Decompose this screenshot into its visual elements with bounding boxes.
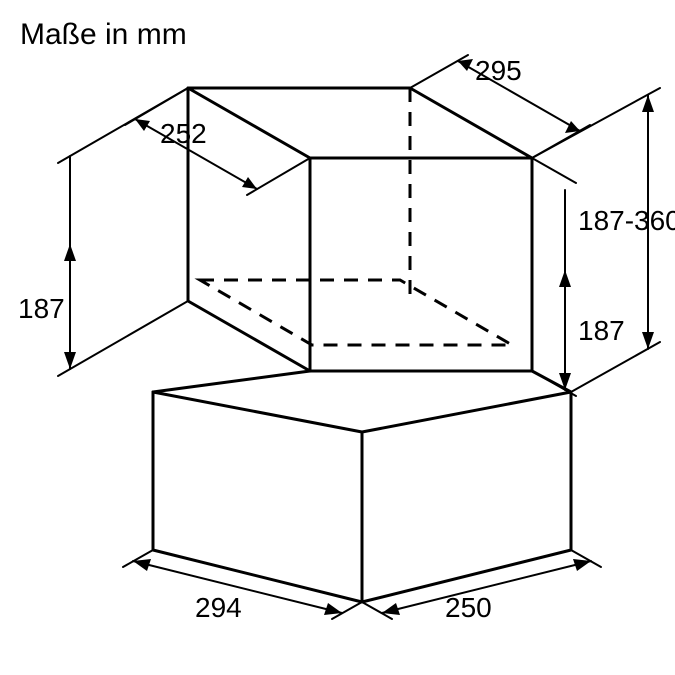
dim-inner-right-label: 187 (578, 315, 625, 346)
page-title: Maße in mm (20, 18, 187, 51)
dim-bottom-width-label: 250 (445, 592, 492, 623)
base-top-front-right (362, 392, 571, 432)
base-left-face (153, 392, 362, 602)
base-right-face (362, 392, 571, 602)
dim-top-width: 295 (410, 55, 590, 158)
dim-top-width-label: 295 (475, 55, 522, 86)
dim-bottom-width: 250 (362, 550, 601, 623)
dim-top-depth-label: 252 (160, 118, 207, 149)
upper-top-rim (188, 88, 532, 158)
base-top-left (153, 371, 310, 392)
base-top-front-left (153, 392, 362, 432)
dim-bottom-depth: 294 (123, 550, 362, 623)
drawing-canvas: Maße in mm 252 295 (0, 0, 675, 675)
dim-height-range-label: 187-360 (578, 205, 675, 236)
dim-inner-right: 187 (532, 158, 625, 396)
dim-inner-left-label: 187 (18, 293, 65, 324)
upper-front-edge (310, 158, 532, 371)
dim-height-range: 187-360 (532, 88, 675, 392)
dim-bottom-depth-label: 294 (195, 592, 242, 623)
